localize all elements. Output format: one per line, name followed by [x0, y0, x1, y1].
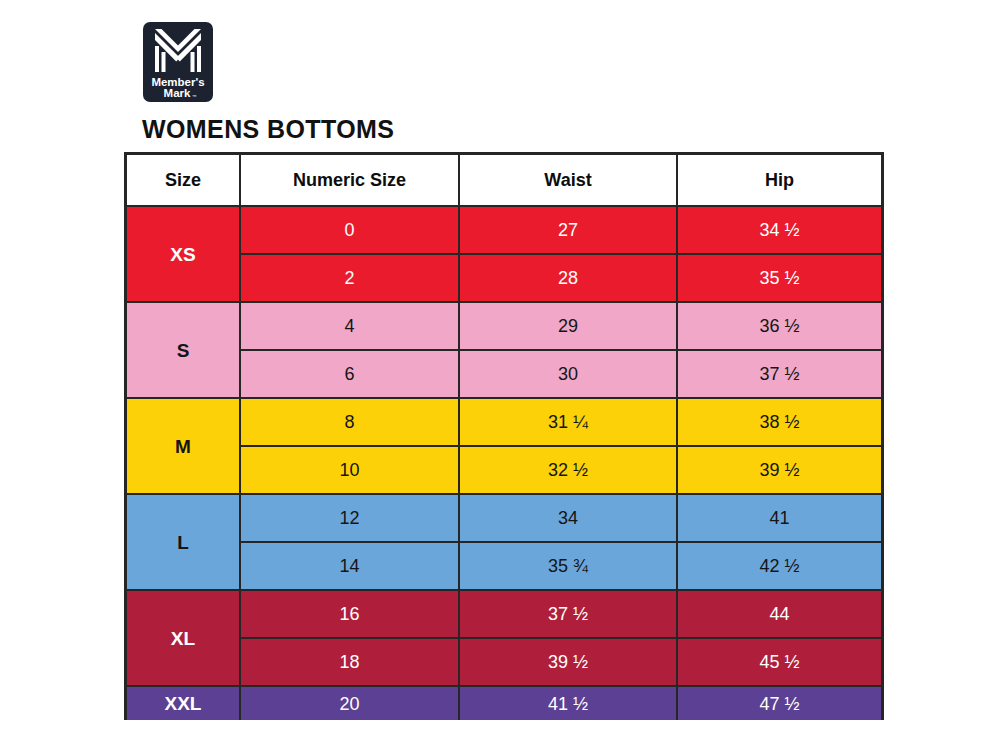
- cell-numeric-size: 18: [241, 639, 458, 685]
- cell-hip: 38 ½: [678, 399, 881, 445]
- cell-waist: 32 ½: [460, 447, 676, 493]
- cell-numeric-size: 20: [241, 687, 458, 720]
- size-label-l: L: [127, 495, 239, 589]
- size-chart-page: Member's Mark ™ WOMENS BOTTOMS Size Nume…: [0, 0, 1005, 740]
- cell-waist: 28: [460, 255, 676, 301]
- cell-hip: 41: [678, 495, 881, 541]
- cell-waist: 29: [460, 303, 676, 349]
- cell-hip: 44: [678, 591, 881, 637]
- cell-numeric-size: 12: [241, 495, 458, 541]
- cell-numeric-size: 2: [241, 255, 458, 301]
- header-hip: Hip: [678, 155, 881, 205]
- header-numeric-size: Numeric Size: [241, 155, 458, 205]
- cell-waist: 31 ¼: [460, 399, 676, 445]
- cell-waist: 30: [460, 351, 676, 397]
- cell-waist: 41 ½: [460, 687, 676, 720]
- size-label-s: S: [127, 303, 239, 397]
- cell-numeric-size: 10: [241, 447, 458, 493]
- header-size: Size: [127, 155, 239, 205]
- cell-hip: 45 ½: [678, 639, 881, 685]
- cell-numeric-size: 4: [241, 303, 458, 349]
- size-chart-table: Size Numeric Size Waist Hip XS 0 27 34 ½…: [124, 152, 884, 720]
- cell-waist: 27: [460, 207, 676, 253]
- cell-numeric-size: 6: [241, 351, 458, 397]
- cell-hip: 36 ½: [678, 303, 881, 349]
- cell-waist: 35 ¾: [460, 543, 676, 589]
- members-mark-logo: Member's Mark ™: [143, 22, 213, 102]
- cell-waist: 34: [460, 495, 676, 541]
- logo-text-mark: Mark: [164, 87, 191, 99]
- cell-hip: 37 ½: [678, 351, 881, 397]
- size-label-xxl: XXL: [127, 687, 239, 720]
- cell-numeric-size: 16: [241, 591, 458, 637]
- size-label-m: M: [127, 399, 239, 493]
- cell-hip: 39 ½: [678, 447, 881, 493]
- logo-text-members: Member's: [151, 76, 204, 88]
- page-title: WOMENS BOTTOMS: [142, 115, 394, 144]
- cell-waist: 37 ½: [460, 591, 676, 637]
- cell-numeric-size: 0: [241, 207, 458, 253]
- cell-hip: 35 ½: [678, 255, 881, 301]
- cell-hip: 47 ½: [678, 687, 881, 720]
- cell-waist: 39 ½: [460, 639, 676, 685]
- size-label-xl: XL: [127, 591, 239, 685]
- cell-numeric-size: 14: [241, 543, 458, 589]
- logo-trademark: ™: [192, 94, 197, 99]
- size-label-xs: XS: [127, 207, 239, 301]
- cell-hip: 34 ½: [678, 207, 881, 253]
- cell-numeric-size: 8: [241, 399, 458, 445]
- header-waist: Waist: [460, 155, 676, 205]
- cell-hip: 42 ½: [678, 543, 881, 589]
